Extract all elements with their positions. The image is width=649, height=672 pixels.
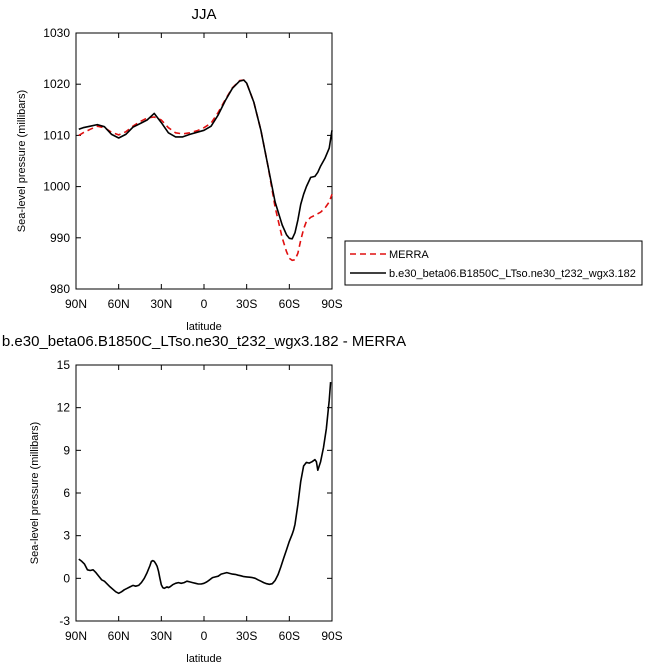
top-tick-labels: 90N 60N 30N 0 30S 60S 90S 980 990 1000 1010 1020 103… (43, 26, 342, 311)
top-x-axis-label: latitude (186, 321, 221, 333)
top-xtick-label: 60N (108, 297, 130, 311)
bottom-panel-difference: b.e30_beta06.B1850C_LTso.ne30_t232_wgx3.… (2, 333, 406, 665)
top-tick-marks (75, 32, 333, 290)
top-series-lines (78, 79, 333, 262)
bottom-y-axis-label: Sea-level pressure (millibars) (29, 422, 41, 564)
top-ytick-label: 1020 (43, 77, 70, 91)
bottom-tick-labels: 90N 60N 30N 0 30S 60S 90S -3 0 3 6 9 12 15 (57, 358, 343, 643)
bottom-xtick-label: 60N (108, 629, 130, 643)
bottom-ytick-label: 3 (63, 529, 70, 543)
bottom-tick-marks (75, 364, 333, 622)
top-ytick-label: 1000 (43, 180, 70, 194)
top-legend: MERRA b.e30_beta06.B1850C_LTso.ne30_t232… (344, 240, 643, 286)
bottom-x-axis-label: latitude (186, 653, 221, 665)
bottom-xtick-label: 60S (279, 629, 300, 643)
legend-label-model: b.e30_beta06.B1850C_LTso.ne30_t232_wgx3.… (389, 268, 636, 280)
top-xtick-label: 90S (321, 297, 342, 311)
top-chart-title: JJA (191, 6, 216, 23)
top-xtick-label: 90N (65, 297, 87, 311)
bottom-xtick-label: 0 (201, 629, 208, 643)
top-xtick-label: 0 (201, 297, 208, 311)
top-panel-jja: JJA 90N 60N 30N 0 30S 60S 90S 980 990 1000 1010 102… (16, 6, 343, 333)
bottom-ytick-label: 12 (57, 401, 71, 415)
bottom-xtick-label: 30S (236, 629, 257, 643)
bottom-ytick-label: 9 (63, 443, 70, 457)
bottom-xtick-label: 30N (150, 629, 172, 643)
top-xtick-label: 30S (236, 297, 257, 311)
top-ytick-label: 980 (50, 282, 70, 296)
bottom-chart-title: b.e30_beta06.B1850C_LTso.ne30_t232_wgx3.… (2, 333, 406, 350)
bottom-xtick-label: 90S (321, 629, 342, 643)
bottom-ytick-label: 0 (63, 571, 70, 585)
top-ytick-label: 990 (50, 231, 70, 245)
top-ytick-label: 1010 (43, 128, 70, 142)
top-xtick-label: 60S (279, 297, 300, 311)
top-ytick-label: 1030 (43, 26, 70, 40)
bottom-ytick-label: 6 (63, 486, 70, 500)
top-series-line-b (78, 79, 333, 240)
bottom-ytick-label: 15 (57, 358, 71, 372)
top-xtick-label: 30N (150, 297, 172, 311)
bottom-series-lines (78, 382, 332, 595)
bottom-series-line-0 (78, 382, 332, 595)
legend-label-merra: MERRA (389, 249, 429, 261)
top-y-axis-label: Sea-level pressure (millibars) (16, 90, 28, 232)
bottom-ytick-label: -3 (59, 614, 70, 628)
top-plot-frame (75, 32, 333, 290)
legend-box (344, 240, 643, 286)
bottom-xtick-label: 90N (65, 629, 87, 643)
